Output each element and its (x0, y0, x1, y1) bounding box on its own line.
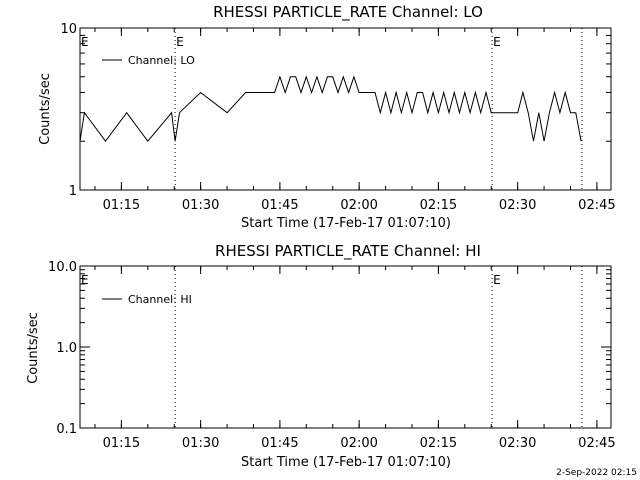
hi-x-tick-label: 02:00 (340, 436, 377, 451)
hi-y-tick-label: 10.0 (48, 260, 77, 275)
lo-event-marker-label: E (176, 35, 184, 49)
lo-x-tick-label: 02:30 (499, 198, 536, 213)
lo-y-tick-label: 10 (60, 22, 77, 37)
hi-marker-group: EE (81, 266, 583, 428)
lo-title: RHESSI PARTICLE_RATE Channel: LO (213, 3, 483, 22)
lo-x-tick-label: 01:15 (103, 198, 140, 213)
lo-plot-frame (79, 27, 612, 191)
lo-y-tick-label: 1 (69, 184, 77, 199)
lo-edge-marker-label: E (81, 35, 89, 49)
hi-y-axis-label: Counts/sec (26, 312, 41, 384)
hi-panel: RHESSI PARTICLE_RATE Channel: HI 01:15 01… (26, 242, 616, 470)
lo-marker-group: E EE (81, 28, 583, 190)
lo-event-marker-label: E (493, 35, 501, 49)
hi-x-tick-label: 02:15 (420, 436, 457, 451)
hi-x-tick-label: 01:15 (103, 436, 140, 451)
lo-legend-label: Channel: LO (128, 54, 195, 67)
hi-x-tick-label: 02:30 (499, 436, 536, 451)
lo-tick-group: 01:15 01:30 01:45 02:00 02:15 02:30 02:45 1 10 (60, 22, 615, 213)
lo-series-line (79, 75, 582, 143)
hi-x-axis-label: Start Time (17-Feb-17 01:07:10) (241, 455, 451, 470)
hi-title: RHESSI PARTICLE_RATE Channel: HI (215, 242, 481, 261)
hi-x-tick-label: 02:45 (578, 436, 615, 451)
lo-y-axis-label: Counts/sec (38, 73, 53, 145)
hi-y-tick-label: 0.1 (56, 422, 77, 437)
hi-legend-label: Channel: HI (128, 293, 192, 306)
hi-x-tick-label: 01:30 (182, 436, 219, 451)
lo-x-tick-label: 02:45 (578, 198, 615, 213)
lo-x-tick-label: 01:45 (261, 198, 298, 213)
hi-y-tick-label: 1.0 (56, 341, 77, 356)
lo-x-tick-label: 02:00 (340, 198, 377, 213)
hi-plot-frame (79, 265, 612, 429)
hi-x-tick-label: 01:45 (261, 436, 298, 451)
lo-x-tick-label: 02:15 (420, 198, 457, 213)
hi-event-marker-label: E (493, 273, 501, 287)
lo-x-tick-label: 01:30 (182, 198, 219, 213)
lo-panel: RHESSI PARTICLE_RATE Channel: LO 01:15 01… (38, 3, 616, 231)
date-stamp: 2-Sep-2022 02:15 (556, 468, 637, 478)
hi-edge-marker-label: E (81, 273, 89, 287)
lo-x-axis-label: Start Time (17-Feb-17 01:07:10) (241, 216, 451, 231)
hi-tick-group: 01:15 01:30 01:45 02:00 02:15 02:30 02:45 0.1 1.… (48, 260, 616, 451)
